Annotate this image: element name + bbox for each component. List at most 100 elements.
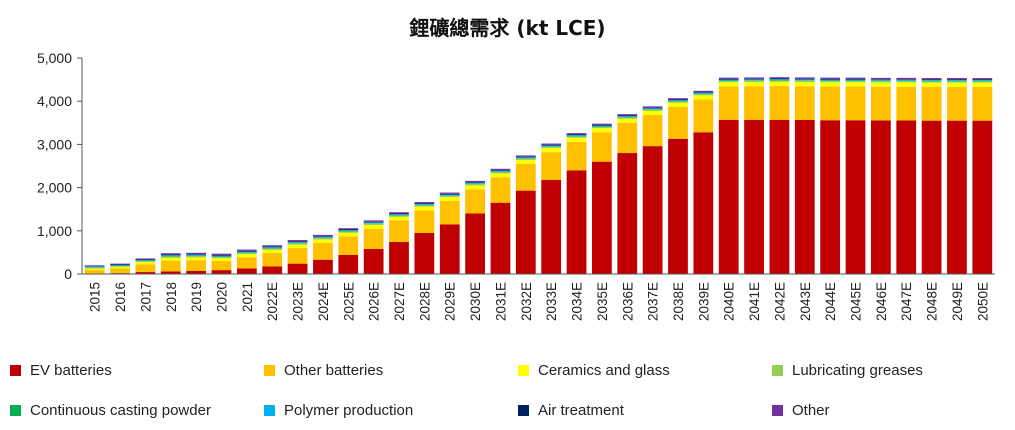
bar-segment	[896, 81, 917, 83]
bar-segment	[592, 126, 612, 129]
bar-segment	[338, 229, 359, 231]
bar-segment	[186, 257, 207, 261]
bar-segment	[870, 79, 891, 81]
bar-stack-2016	[110, 263, 130, 274]
legend-item: EV batteries	[10, 362, 112, 379]
bar-segment	[947, 81, 967, 83]
bar-segment	[972, 82, 993, 87]
bar-segment	[439, 224, 460, 274]
bar-segment	[389, 212, 409, 214]
bar-stack-2050E	[972, 78, 993, 274]
legend-swatch	[772, 405, 783, 416]
bar-segment	[642, 106, 663, 108]
bar-segment	[718, 119, 739, 274]
x-tick-label: 2046E	[874, 282, 889, 321]
bar-segment	[592, 124, 612, 126]
bar-segment	[744, 78, 764, 80]
bar-stack-2039E	[693, 90, 714, 274]
bar-segment	[211, 253, 232, 255]
bar-segment	[794, 81, 815, 87]
x-tick-label: 2034E	[570, 282, 585, 321]
bar-segment	[313, 234, 333, 237]
bar-segment	[592, 125, 612, 127]
bar-segment	[414, 203, 435, 205]
bar-segment	[896, 82, 917, 87]
bar-segment	[566, 135, 587, 136]
bar-segment	[515, 158, 536, 160]
bar-segment	[642, 115, 663, 147]
bar-segment	[84, 266, 105, 268]
bar-segment	[642, 108, 663, 110]
y-tick-label: 5,000	[37, 50, 72, 66]
bar-segment	[211, 258, 232, 262]
bar-segment	[135, 262, 156, 265]
bar-stack-2043E	[794, 77, 815, 275]
bar-segment	[363, 248, 384, 274]
bar-segment	[921, 78, 942, 80]
bar-segment	[186, 252, 207, 255]
x-tick-label: 2025E	[341, 282, 356, 321]
x-tick-label: 2022E	[265, 282, 280, 321]
bar-segment	[236, 268, 257, 274]
chart-title: 鋰礦總需求 (kt LCE)	[409, 16, 606, 40]
bar-segment	[642, 107, 663, 109]
bar-segment	[718, 82, 739, 87]
bar-segment	[414, 204, 435, 205]
bar-segment	[262, 246, 283, 248]
bar-stack-2044E	[820, 77, 841, 275]
x-axis: 2015 2016 2017 2018 2019 2020 2021 2022E 2023E 20…	[82, 273, 995, 321]
legend-label: Air treatment	[538, 402, 624, 419]
bar-segment	[972, 120, 993, 274]
bar-segment	[617, 116, 638, 117]
legend-label: Continuous casting powder	[30, 402, 211, 419]
bar-segment	[135, 264, 156, 273]
legend-swatch	[518, 365, 529, 376]
bar-segment	[744, 119, 764, 274]
bar-segment	[490, 202, 511, 274]
bar-segment	[338, 236, 359, 255]
bar-segment	[465, 185, 485, 190]
bar-segment	[186, 270, 207, 274]
bar-segment	[921, 80, 942, 81]
bar-segment	[566, 134, 587, 136]
x-tick-label: 2027E	[392, 282, 407, 321]
bar-segment	[947, 78, 967, 80]
bar-segment	[135, 259, 156, 261]
bar-segment	[617, 115, 638, 117]
bar-segment	[541, 146, 562, 149]
bar-segment	[186, 256, 207, 258]
bar-segment	[693, 95, 714, 100]
bar-segment	[642, 146, 663, 274]
bar-segment	[287, 244, 308, 249]
x-tick-label: 2045E	[849, 282, 864, 321]
bar-segment	[668, 100, 688, 101]
bar-stack-2048E	[921, 78, 942, 274]
bar-segment	[313, 239, 333, 243]
bar-segment	[389, 220, 409, 243]
bar-stacks	[84, 77, 993, 275]
bar-stack-2034E	[566, 133, 587, 274]
legend-label: Ceramics and glass	[538, 362, 670, 379]
bar-segment	[490, 177, 511, 203]
bar-segment	[592, 132, 612, 162]
bar-segment	[921, 82, 942, 87]
bar-segment	[236, 252, 257, 255]
bar-segment	[668, 99, 688, 101]
bar-segment	[414, 205, 435, 207]
bar-stack-2036E	[617, 114, 638, 274]
bar-stack-2028E	[414, 202, 435, 274]
bar-segment	[465, 184, 485, 186]
bar-segment	[617, 114, 638, 116]
bar-segment	[490, 172, 511, 174]
bar-segment	[972, 78, 993, 80]
bar-segment	[744, 77, 764, 79]
bar-segment	[541, 145, 562, 147]
bar-stack-2049E	[947, 78, 967, 274]
bar-segment	[820, 77, 841, 79]
bar-segment	[744, 86, 764, 120]
bar-stack-2045E	[845, 77, 866, 275]
bar-segment	[744, 79, 764, 81]
bar-segment	[338, 231, 359, 233]
bar-segment	[642, 110, 663, 116]
x-tick-label: 2047E	[899, 282, 914, 321]
